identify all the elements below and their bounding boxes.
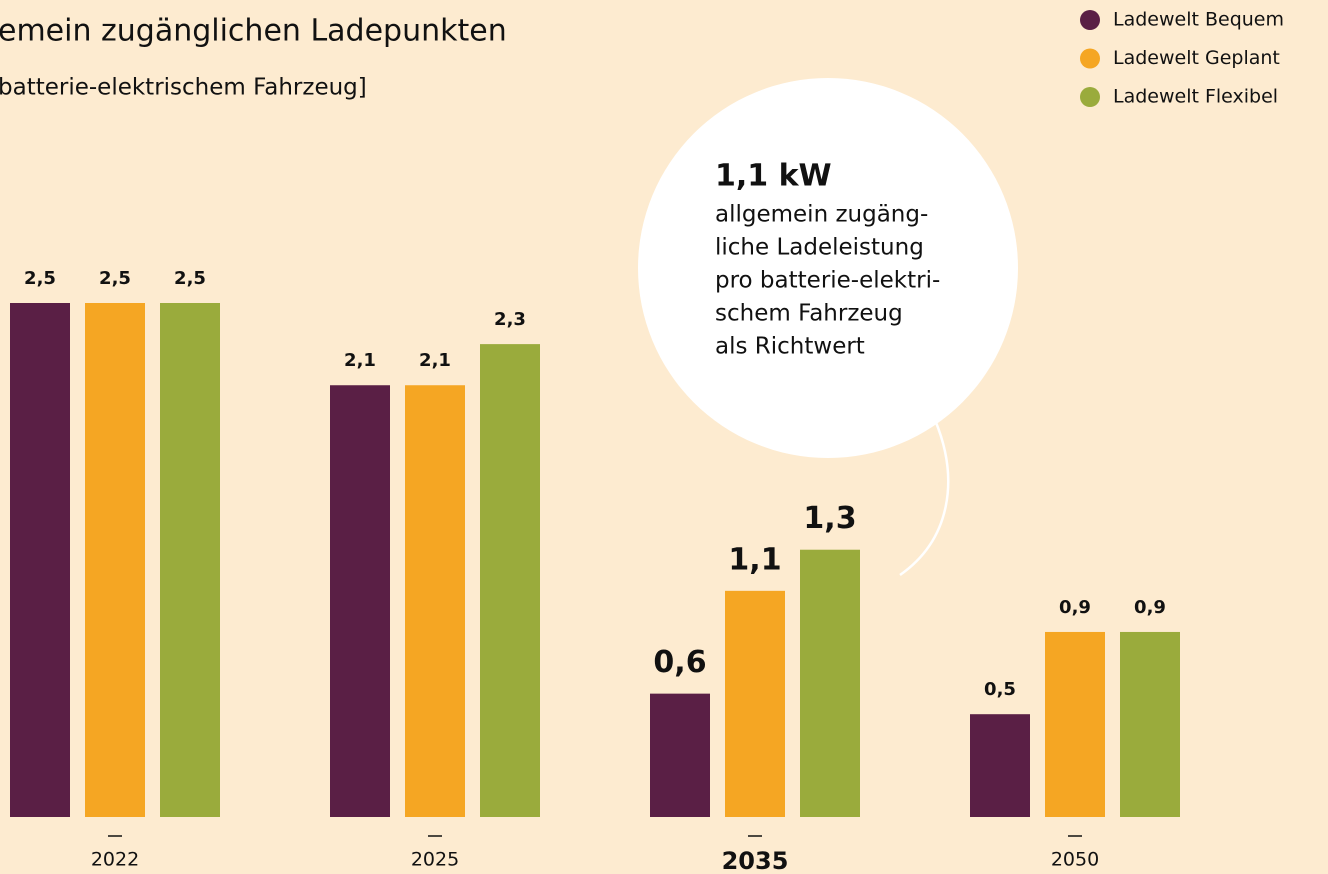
subtitle: emein zugänglichen Ladepunkten (0, 14, 507, 49)
annotation-text: pro batterie-elektri- (715, 268, 940, 294)
bar (800, 549, 860, 817)
value-label: 2,1 (419, 350, 451, 371)
value-label: 0,9 (1059, 597, 1091, 618)
value-label: 1,1 (728, 542, 781, 577)
bar (85, 303, 145, 817)
annotation-tail (899, 419, 950, 577)
subtitle: batterie-elektrischem Fahrzeug] (0, 75, 367, 101)
bar (10, 303, 70, 817)
legend-marker (1080, 48, 1100, 69)
bar (650, 693, 710, 817)
bar (725, 590, 785, 817)
bar (330, 385, 390, 817)
value-label: 2,1 (344, 350, 376, 371)
annotation-text: liche Ladeleistung (715, 235, 924, 261)
x-tick-label: 2050 (1051, 849, 1099, 871)
value-label: 2,5 (24, 268, 56, 289)
value-label: 2,5 (174, 268, 206, 289)
bar (480, 344, 540, 817)
annotation-text: schem Fahrzeug (715, 301, 903, 327)
value-label: 1,3 (803, 501, 856, 536)
value-label: 2,3 (494, 309, 526, 330)
x-tick-label: 2035 (722, 847, 789, 874)
legend-label: Ladewelt Flexibel (1113, 86, 1278, 108)
bar (405, 385, 465, 817)
value-label: 0,5 (984, 679, 1016, 700)
value-label: 2,5 (99, 268, 131, 289)
bar (160, 303, 220, 817)
bar (970, 714, 1030, 817)
x-tick-label: 2025 (411, 849, 459, 871)
bar (1120, 631, 1180, 817)
annotation-bubble (638, 78, 1018, 458)
annotation-text: als Richtwert (715, 334, 865, 360)
x-tick-label: 2022 (91, 849, 139, 871)
legend-marker (1080, 87, 1100, 107)
legend-label: Ladewelt Geplant (1113, 47, 1280, 69)
value-label: 0,6 (653, 645, 706, 680)
bar (1045, 631, 1105, 817)
legend-marker (1080, 10, 1100, 30)
annotation-title: 1,1 kW (715, 159, 832, 194)
legend-label: Ladewelt Bequem (1113, 9, 1284, 31)
annotation-text: allgemein zugäng- (715, 202, 928, 228)
value-label: 0,9 (1134, 597, 1166, 618)
